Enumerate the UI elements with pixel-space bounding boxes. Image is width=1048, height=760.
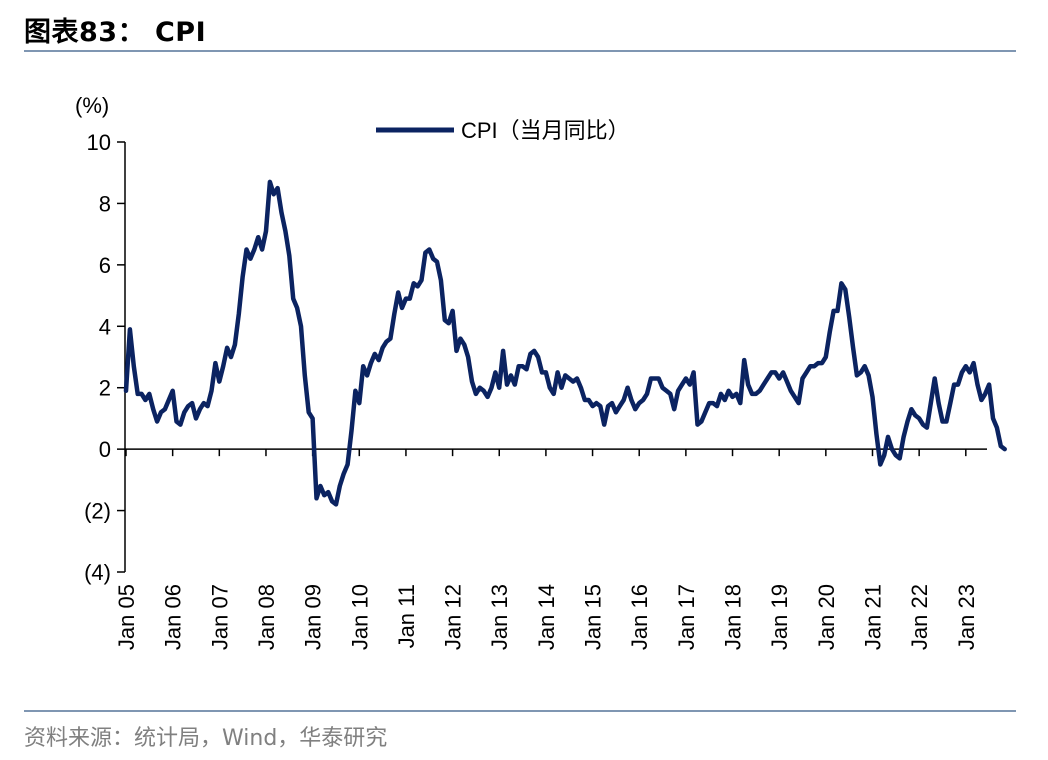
y-axis-label: (%) [75,93,109,118]
x-tick-label: Jan 23 [954,584,979,650]
page-title: 图表83： CPI [24,17,207,48]
x-tick-label: Jan 08 [254,584,279,650]
y-tick-label: 8 [99,191,111,216]
x-tick-label: Jan 05 [114,584,139,650]
x-tick-label: Jan 22 [907,584,932,650]
x-tick-label: Jan 13 [487,584,512,650]
x-axis: Jan 05 Jan 06 Jan 07 Jan 08 Jan 09 Jan 10 Jan … [114,448,987,650]
x-tick-label: Jan 11 [394,584,419,648]
x-tick-label: Jan 21 [860,584,885,650]
y-tick-label: 0 [99,437,111,462]
y-tick-label: 2 [99,376,111,401]
y-tick-label: (2) [84,499,111,524]
x-tick-label: Jan 12 [441,584,466,650]
x-tick-label: Jan 17 [674,584,699,650]
x-tick-label: Jan 07 [207,584,232,650]
cpi-series-line [123,179,1007,507]
header-divider [24,50,1016,52]
x-tick-label: Jan 20 [814,584,839,650]
y-tick-label: 4 [99,314,111,339]
y-axis: 10 8 6 4 2 0 (2) (4) [84,130,126,585]
series-layer [123,179,1007,507]
legend: CPI（当月同比） [376,118,630,143]
x-tick-label: Jan 06 [161,584,186,650]
x-tick-label: Jan 16 [627,584,652,650]
x-tick-label: Jan 15 [581,584,606,650]
source-note: 资料来源：统计局，Wind，华泰研究 [24,726,388,751]
y-tick-label: 6 [99,253,111,278]
x-tick-label: Jan 14 [534,584,559,650]
x-tick-label: Jan 09 [301,584,326,650]
legend-label: CPI（当月同比） [461,118,630,143]
x-tick-label: Jan 19 [767,584,792,650]
y-tick-label: 10 [87,130,111,155]
footer-divider [24,710,1016,712]
x-tick-label: Jan 10 [347,584,372,650]
y-tick-label: (4) [84,560,111,585]
x-tick-label: Jan 18 [721,584,746,650]
